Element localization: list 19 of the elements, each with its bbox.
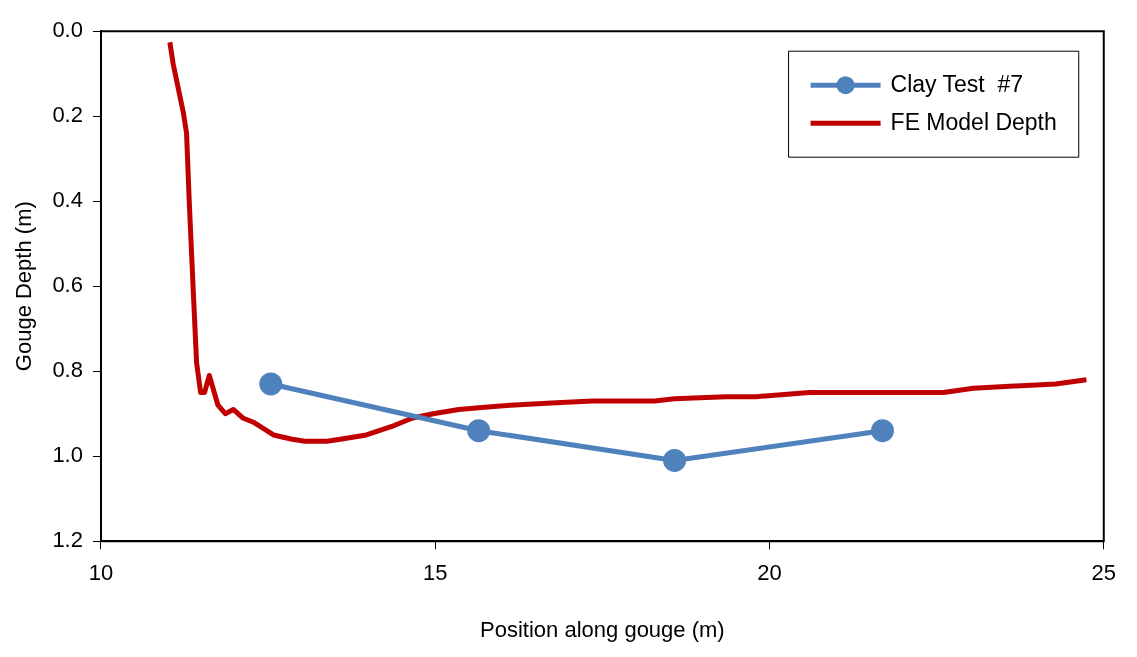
x-axis-title: Position along gouge (m) — [480, 616, 725, 642]
y-tick-label: 0.6 — [52, 272, 83, 298]
y-tick-label: 0.2 — [52, 102, 83, 128]
legend-label: FE Model Depth — [890, 108, 1057, 135]
point — [870, 419, 894, 443]
x-tick-label: 10 — [88, 560, 114, 586]
legend-label: Clay Test #7 — [890, 70, 1024, 97]
y-tick-label: 0.0 — [52, 17, 83, 43]
x-tick-label: 25 — [1091, 560, 1117, 586]
y-axis-title: Gouge Depth (m) — [11, 201, 37, 372]
y-tick-label: 1.2 — [52, 527, 83, 553]
x-tick-label: 20 — [757, 560, 782, 586]
y-tick-label: 1.0 — [52, 442, 83, 468]
point — [467, 419, 491, 443]
y-tick-label: 0.8 — [52, 357, 83, 383]
point — [663, 448, 687, 472]
y-tick-label: 0.4 — [52, 187, 83, 213]
x-tick-label: 15 — [423, 560, 448, 586]
point — [259, 372, 283, 396]
